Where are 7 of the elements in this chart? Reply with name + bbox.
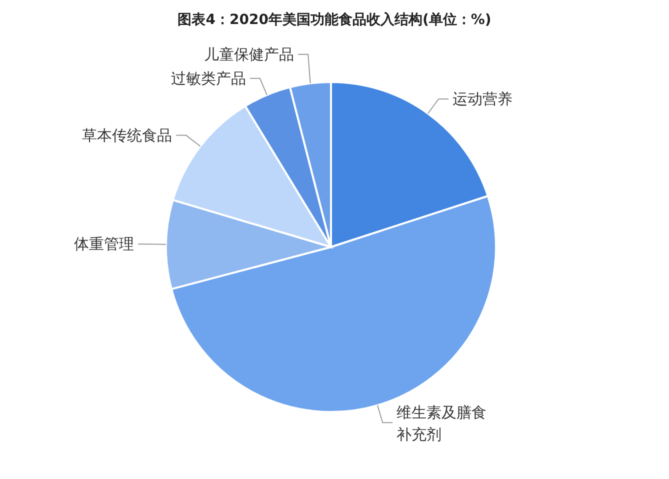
slice-label: 过敏类产品 [170,69,246,88]
slice-label: 儿童保健产品 [204,45,294,64]
slice-label: 维生素及膳食补充剂 [396,404,487,444]
slice-label: 运动营养 [452,90,513,108]
chart-title: 图表4：2020年美国功能食品收入结构(单位：%) [178,11,492,28]
slice-label: 体重管理 [74,235,134,254]
slice-label: 草本传统食品 [82,126,172,144]
